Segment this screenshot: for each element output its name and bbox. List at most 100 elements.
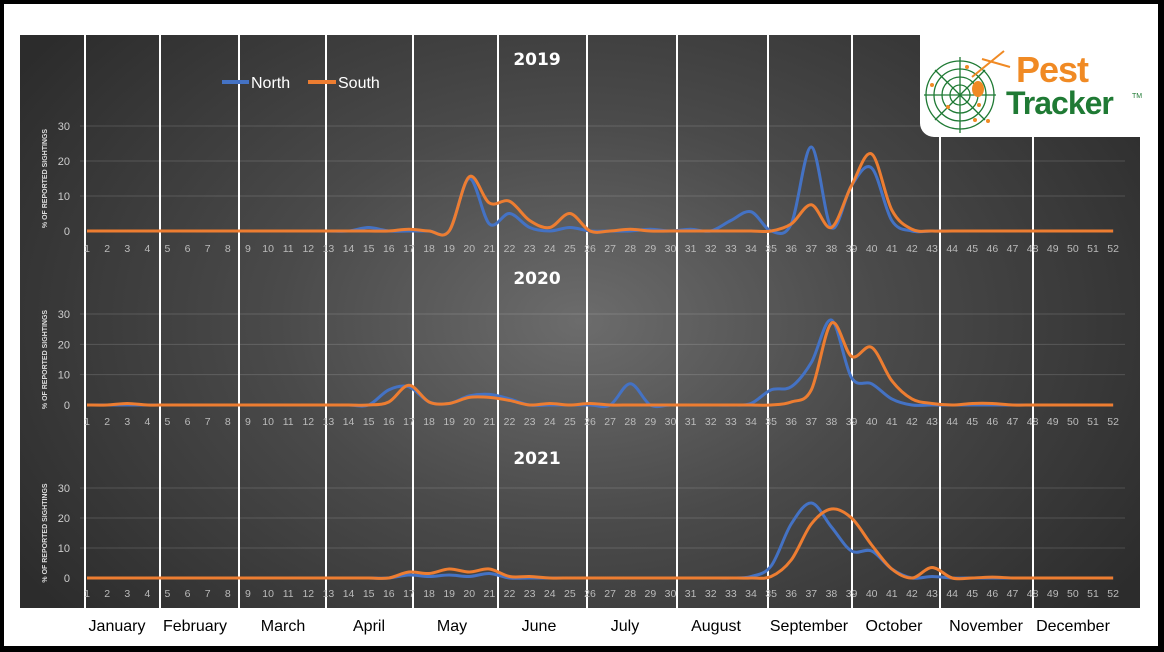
week-tick-label: 4	[144, 416, 150, 428]
week-tick-label: 39	[846, 588, 858, 600]
panel-title: 2020	[513, 269, 560, 289]
week-tick-label: 5	[165, 416, 171, 428]
week-tick-label: 26	[584, 588, 596, 600]
week-tick-label: 33	[725, 416, 737, 428]
week-tick-label: 45	[966, 588, 978, 600]
week-tick-label: 31	[685, 588, 697, 600]
week-tick-label: 3	[124, 243, 130, 255]
week-tick-label: 26	[584, 416, 596, 428]
week-tick-label: 34	[745, 416, 757, 428]
week-tick-label: 40	[866, 588, 878, 600]
week-tick-label: 22	[504, 588, 516, 600]
week-tick-label: 33	[725, 588, 737, 600]
week-tick-label: 44	[946, 243, 958, 255]
week-tick-label: 27	[604, 416, 616, 428]
week-tick-label: 29	[645, 243, 657, 255]
week-tick-label: 21	[484, 588, 496, 600]
week-tick-label: 12	[302, 243, 314, 255]
week-tick-label: 16	[383, 588, 395, 600]
y-tick-label: 20	[58, 339, 70, 351]
week-tick-label: 6	[185, 416, 191, 428]
week-tick-label: 14	[343, 588, 355, 600]
week-tick-label: 52	[1107, 588, 1119, 600]
week-tick-label: 29	[645, 416, 657, 428]
week-tick-label: 43	[926, 588, 938, 600]
week-tick-label: 32	[705, 588, 717, 600]
week-tick-label: 22	[504, 416, 516, 428]
week-tick-label: 12	[302, 588, 314, 600]
week-tick-label: 10	[262, 588, 274, 600]
y-tick-label: 20	[58, 513, 70, 525]
week-tick-label: 38	[826, 588, 838, 600]
week-tick-label: 23	[524, 243, 536, 255]
series-line-south	[86, 507, 1114, 581]
week-tick-label: 37	[805, 416, 817, 428]
week-tick-label: 1	[84, 243, 90, 255]
y-tick-label: 0	[64, 573, 70, 585]
y-tick-label: 30	[58, 121, 70, 133]
week-tick-label: 1	[84, 588, 90, 600]
week-tick-label: 19	[443, 416, 455, 428]
week-tick-label: 2	[104, 416, 110, 428]
week-tick-label: 44	[946, 416, 958, 428]
week-tick-label: 19	[443, 588, 455, 600]
week-tick-label: 9	[245, 416, 251, 428]
legend-north-label: North	[251, 75, 290, 92]
week-tick-label: 46	[987, 416, 999, 428]
week-tick-label: 42	[906, 243, 918, 255]
series-line-south	[86, 321, 1114, 407]
logo-pest-text: Pest	[1016, 49, 1089, 90]
y-tick-label: 10	[58, 370, 70, 382]
week-tick-label: 17	[403, 588, 415, 600]
week-tick-label: 34	[745, 588, 757, 600]
week-tick-label: 13	[323, 243, 335, 255]
week-tick-label: 20	[463, 243, 475, 255]
week-tick-label: 50	[1067, 243, 1079, 255]
y-tick-label: 10	[58, 543, 70, 555]
week-tick-label: 18	[423, 243, 435, 255]
week-tick-label: 11	[283, 243, 294, 255]
week-tick-label: 48	[1027, 588, 1039, 600]
week-tick-label: 35	[765, 588, 777, 600]
week-tick-label: 36	[785, 416, 797, 428]
week-tick-label: 1	[84, 416, 90, 428]
week-tick-label: 23	[524, 588, 536, 600]
week-tick-label: 16	[383, 416, 395, 428]
y-axis-label: % OF REPORTED SIGHTINGS	[42, 310, 49, 410]
week-tick-label: 30	[665, 416, 677, 428]
week-tick-label: 52	[1107, 243, 1119, 255]
week-tick-label: 8	[225, 243, 231, 255]
month-label: February	[162, 618, 228, 635]
week-tick-label: 28	[624, 416, 636, 428]
week-tick-label: 47	[1007, 243, 1019, 255]
week-tick-label: 8	[225, 588, 231, 600]
week-tick-label: 37	[805, 588, 817, 600]
month-label: December	[1036, 618, 1110, 635]
month-label: November	[949, 618, 1023, 635]
week-tick-label: 37	[805, 243, 817, 255]
week-tick-label: 51	[1087, 588, 1099, 600]
month-label: April	[352, 618, 386, 635]
week-tick-label: 38	[826, 243, 838, 255]
week-tick-label: 49	[1047, 588, 1059, 600]
week-tick-label: 11	[283, 588, 294, 600]
week-tick-label: 52	[1107, 416, 1119, 428]
month-label: July	[610, 618, 640, 635]
week-tick-label: 22	[504, 243, 516, 255]
week-tick-label: 47	[1007, 588, 1019, 600]
week-tick-label: 41	[886, 243, 898, 255]
week-tick-label: 35	[765, 243, 777, 255]
week-tick-label: 25	[564, 416, 576, 428]
week-tick-label: 7	[205, 243, 211, 255]
month-label: January	[88, 618, 146, 635]
week-tick-label: 51	[1087, 416, 1099, 428]
week-tick-label: 7	[205, 588, 211, 600]
week-tick-label: 21	[484, 243, 496, 255]
week-tick-label: 28	[624, 588, 636, 600]
panel-title: 2019	[513, 50, 560, 70]
week-tick-label: 46	[987, 243, 999, 255]
week-tick-label: 46	[987, 588, 999, 600]
month-label: October	[865, 618, 923, 635]
week-tick-label: 36	[785, 243, 797, 255]
week-tick-label: 12	[302, 416, 314, 428]
